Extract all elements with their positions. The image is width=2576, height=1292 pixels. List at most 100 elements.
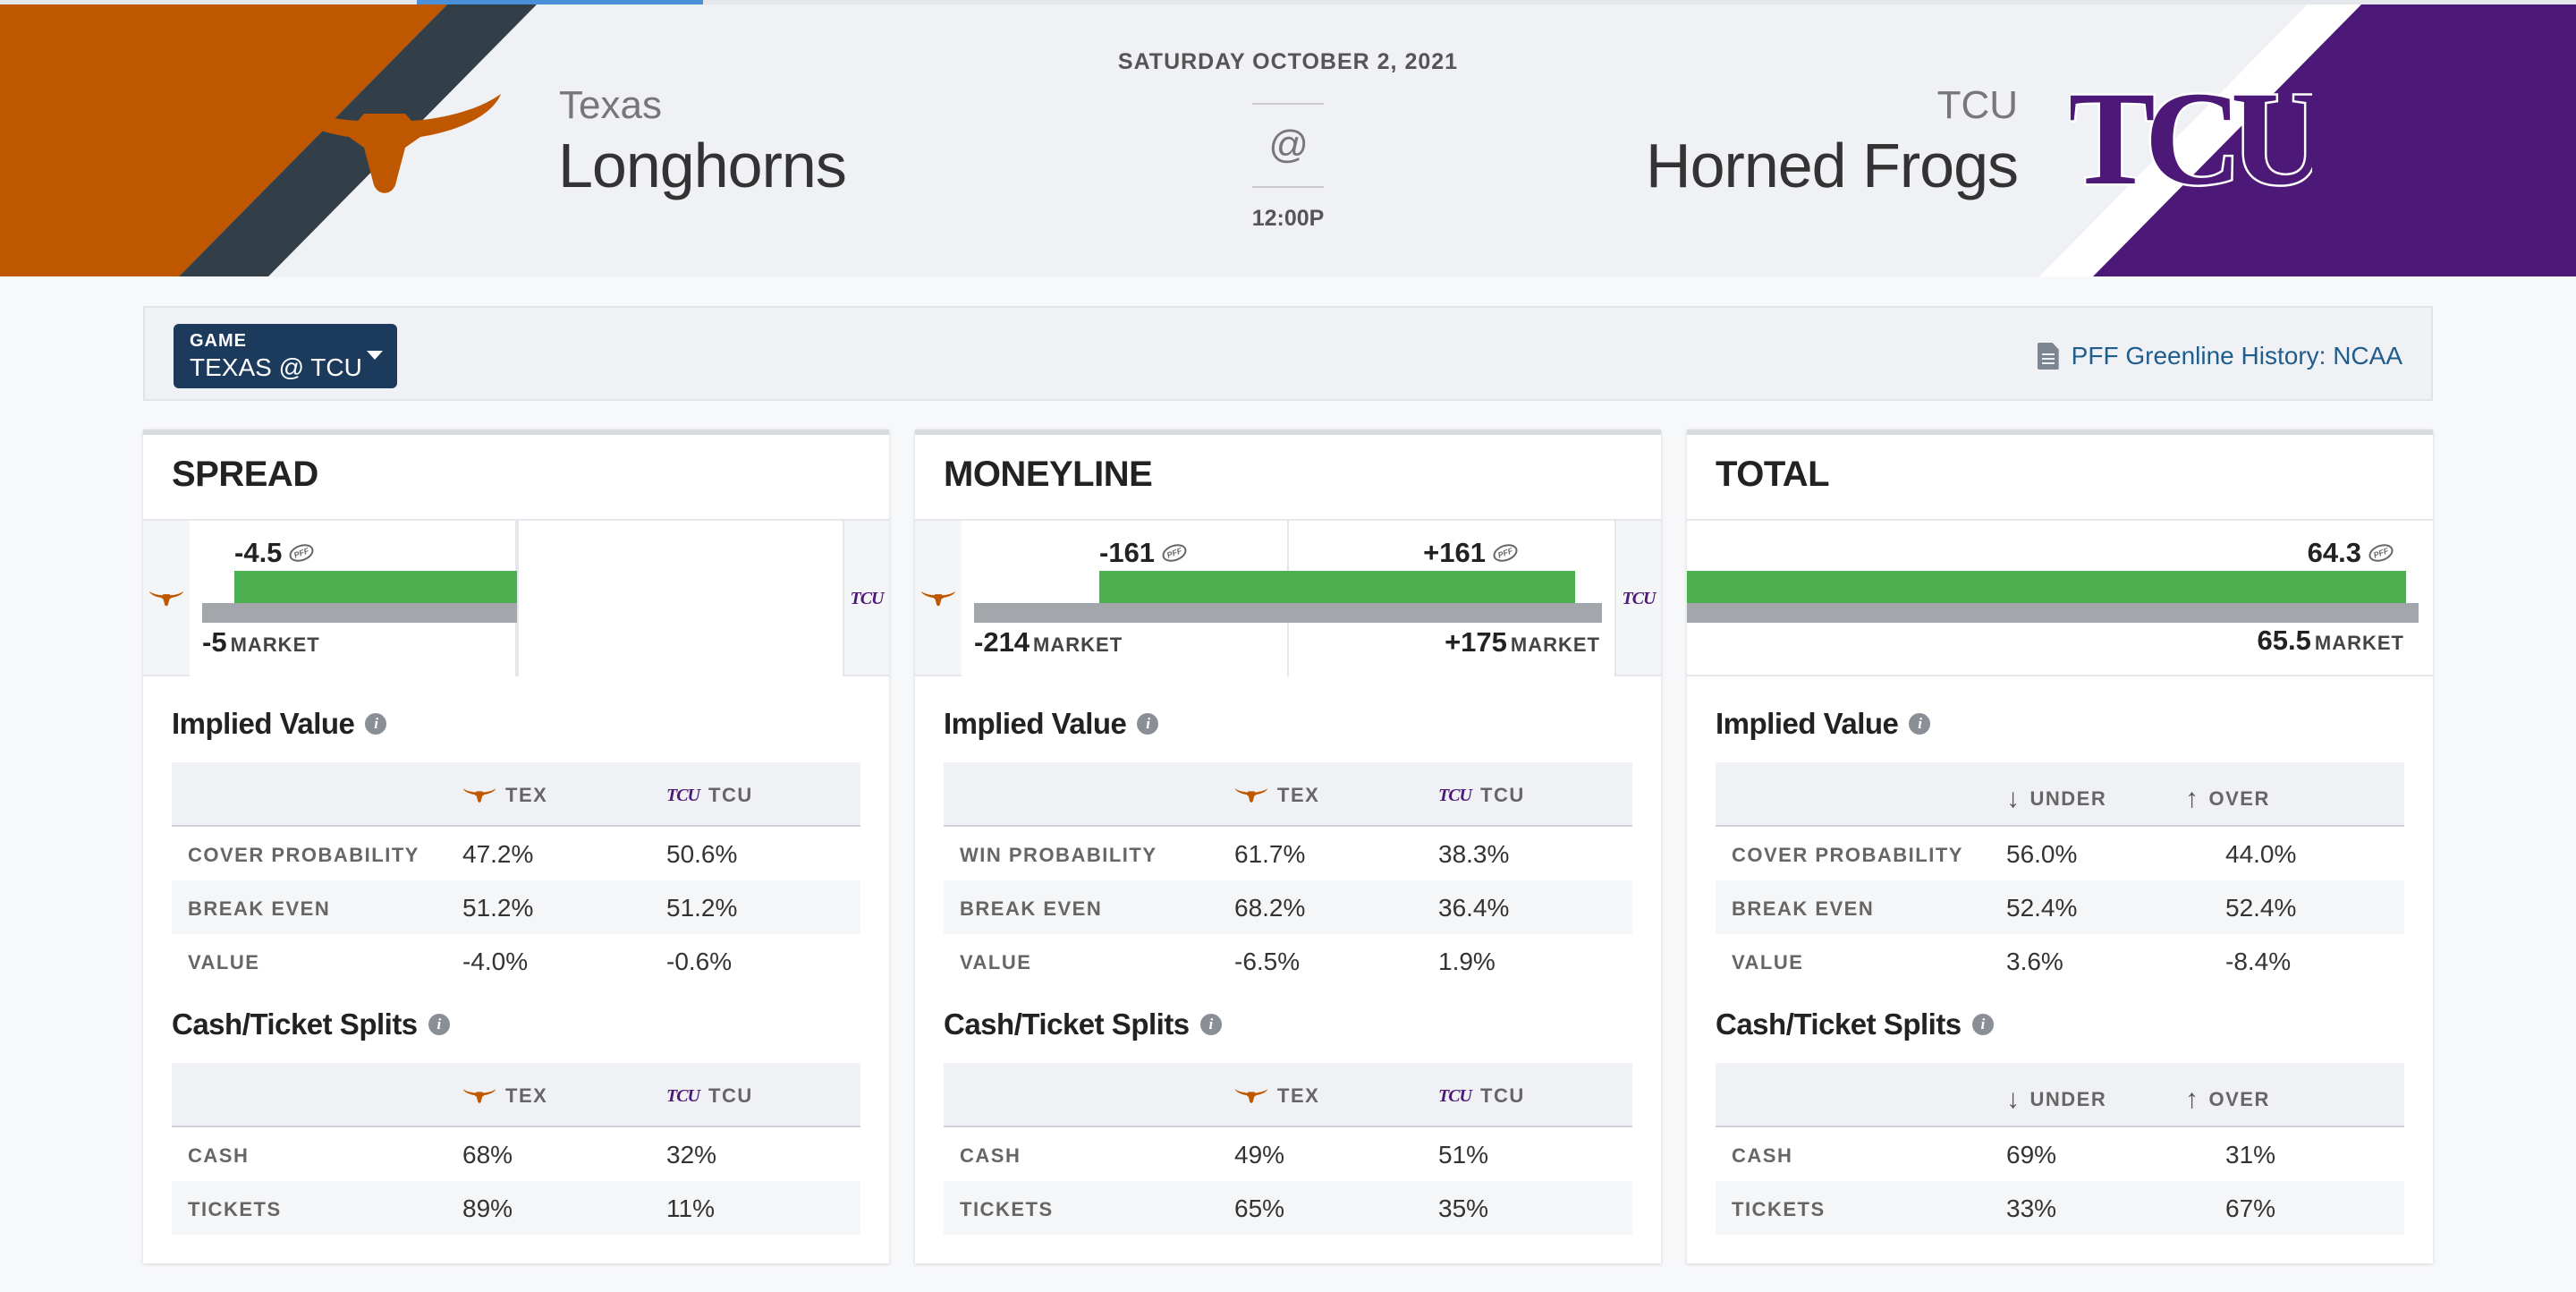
arrow-down-icon: ↓ (2006, 1084, 2021, 1114)
col-header-tcu: TCU TCU (666, 1084, 753, 1107)
info-icon[interactable]: i (428, 1014, 450, 1035)
arrow-up-icon: ↑ (2185, 1084, 2200, 1114)
moneyline-market-away-bar (974, 603, 1289, 623)
table-row: BREAK EVEN 51.2% 51.2% (172, 880, 860, 934)
table-row: BREAK EVEN 68.2% 36.4% (944, 880, 1632, 934)
svg-text:TCU: TCU (2071, 81, 2312, 206)
arrow-up-icon: ↑ (2185, 784, 2200, 813)
table-row: VALUE 3.6% -8.4% (1732, 948, 2292, 975)
col-header-over: ↑ OVER (2185, 784, 2270, 813)
table-row: VALUE -6.5% 1.9% (960, 948, 1496, 975)
moneyline-implied-title: Implied Value i (944, 707, 1159, 741)
moneyline-pff-away-bar (1099, 571, 1289, 603)
game-select-dropdown[interactable]: GAME TEXAS @ TCU (174, 324, 397, 388)
moneyline-away-cell: -161 PFF -214 MARKET (962, 521, 1289, 676)
table-header: TEX TCU TCU (944, 1063, 1632, 1127)
arrow-down-icon: ↓ (2006, 784, 2021, 813)
pff-football-icon: PFF (1159, 540, 1190, 565)
tcu-icon: TCU (1438, 1085, 1472, 1106)
longhorn-logo (268, 94, 501, 193)
col-header-tex: TEX (1234, 784, 1319, 807)
spread-splits-table: TEX TCU TCU CASH 68% 32% TICKETS 89% 11% (172, 1063, 860, 1235)
table-row: CASH 68% 32% (188, 1141, 717, 1169)
info-icon[interactable]: i (365, 713, 387, 735)
home-school: TCU (1936, 83, 2018, 127)
spread-splits-title: Cash/Ticket Splits i (172, 1007, 450, 1041)
greenline-history-link[interactable]: PFF Greenline History: NCAA (2037, 342, 2402, 370)
moneyline-pff-home: +161 PFF (1423, 537, 1521, 569)
tcu-icon: TCU (666, 1085, 700, 1106)
total-pff-line: 64.3 PFF (2308, 537, 2396, 569)
total-bar-area: 64.3 PFF 65.5 MARKET (1687, 521, 2433, 676)
total-splits-table: ↓ UNDER ↑ OVER CASH 69% 31% TICKETS 33% 67% (1716, 1063, 2404, 1235)
spread-pff-line: -4.5 PFF (234, 537, 317, 569)
filter-bar: GAME TEXAS @ TCU PFF Greenline History: … (143, 306, 2433, 401)
moneyline-splits-title: Cash/Ticket Splits i (944, 1007, 1222, 1041)
moneyline-bar-area: -161 PFF -214 MARKET +161 PFF +175 MARKET TC… (915, 521, 1661, 676)
spread-card: SPREAD -4.5 PFF -5 MARKET TCU Implied Valu… (143, 429, 889, 1263)
moneyline-home-cell: +161 PFF +175 MARKET (1289, 521, 1614, 676)
table-header: TEX TCU TCU (172, 762, 860, 827)
tex-mini-logo (915, 521, 962, 676)
home-mascot: Horned Frogs (1646, 131, 2019, 200)
col-header-tex: TEX (462, 784, 547, 807)
table-header: TEX TCU TCU (944, 762, 1632, 827)
total-implied-table: ↓ UNDER ↑ OVER COVER PROBABILITY 56.0% 44.0%… (1716, 762, 2404, 988)
longhorn-icon (462, 788, 496, 803)
table-row: COVER PROBABILITY 47.2% 50.6% (188, 840, 738, 868)
col-header-tcu: TCU TCU (666, 784, 753, 806)
col-header-tex: TEX (462, 1084, 547, 1108)
table-row: TICKETS 65% 35% (944, 1181, 1632, 1235)
tcu-logo: TCU (2071, 81, 2312, 206)
spread-home-cell-bg (517, 521, 843, 676)
total-implied-title: Implied Value i (1716, 707, 1931, 741)
spread-pff-bar (234, 571, 517, 603)
info-icon[interactable]: i (1909, 713, 1931, 735)
game-select-value: TEXAS @ TCU (190, 353, 362, 381)
info-icon[interactable]: i (1971, 1014, 1994, 1035)
at-icon: @ (1252, 103, 1324, 188)
info-icon[interactable]: i (1199, 1014, 1222, 1035)
spread-market-bar (202, 603, 517, 623)
moneyline-pff-away: -161 PFF (1099, 537, 1190, 569)
col-header-tex: TEX (1234, 1084, 1319, 1108)
tex-mini-logo (143, 521, 190, 676)
greenline-history-label: PFF Greenline History: NCAA (2071, 342, 2402, 370)
game-time: 12:00P (1251, 206, 1325, 231)
tcu-icon: TCU (1438, 785, 1472, 805)
table-row: WIN PROBABILITY 61.7% 38.3% (960, 840, 1510, 868)
total-market-bar (1687, 603, 2419, 623)
moneyline-pff-home-bar (1289, 571, 1575, 603)
moneyline-market-away: -214 MARKET (974, 626, 1123, 658)
table-row: BREAK EVEN 52.4% 52.4% (1716, 880, 2404, 934)
game-date: SATURDAY OCTOBER 2, 2021 (1117, 49, 1459, 74)
away-school: Texas (559, 83, 662, 127)
moneyline-card: MONEYLINE -161 PFF -214 MARKET +161 PFF +17… (915, 429, 1661, 1263)
total-title: TOTAL (1687, 435, 2433, 521)
spread-away-cell: -4.5 PFF -5 MARKET (190, 521, 517, 676)
total-pff-bar (1687, 571, 2406, 603)
table-row: CASH 49% 51% (960, 1141, 1489, 1169)
moneyline-title: MONEYLINE (915, 435, 1661, 521)
table-header: ↓ UNDER ↑ OVER (1716, 762, 2404, 827)
total-market-line: 65.5 MARKET (2257, 625, 2404, 656)
longhorn-icon (148, 591, 184, 607)
pff-football-icon: PFF (1490, 540, 1521, 565)
total-splits-title: Cash/Ticket Splits i (1716, 1007, 1994, 1041)
moneyline-market-home: +175 MARKET (1445, 626, 1600, 658)
col-header-under: ↓ UNDER (2006, 1084, 2107, 1114)
tcu-icon: TCU (666, 785, 700, 805)
pff-football-icon: PFF (287, 540, 317, 565)
document-icon (2037, 343, 2059, 370)
spread-implied-title: Implied Value i (172, 707, 387, 741)
moneyline-splits-table: TEX TCU TCU CASH 49% 51% TICKETS 65% 35% (944, 1063, 1632, 1235)
tcu-mini-logo: TCU (1614, 521, 1661, 676)
spread-implied-table: TEX TCU TCU COVER PROBABILITY 47.2% 50.6% B… (172, 762, 860, 988)
table-header: ↓ UNDER ↑ OVER (1716, 1063, 2404, 1127)
active-tab-indicator (417, 0, 703, 4)
spread-title: SPREAD (143, 435, 889, 521)
longhorn-icon (462, 1089, 496, 1103)
info-icon[interactable]: i (1137, 713, 1159, 735)
col-header-over: ↑ OVER (2185, 1084, 2270, 1114)
moneyline-market-home-bar (1289, 603, 1602, 623)
